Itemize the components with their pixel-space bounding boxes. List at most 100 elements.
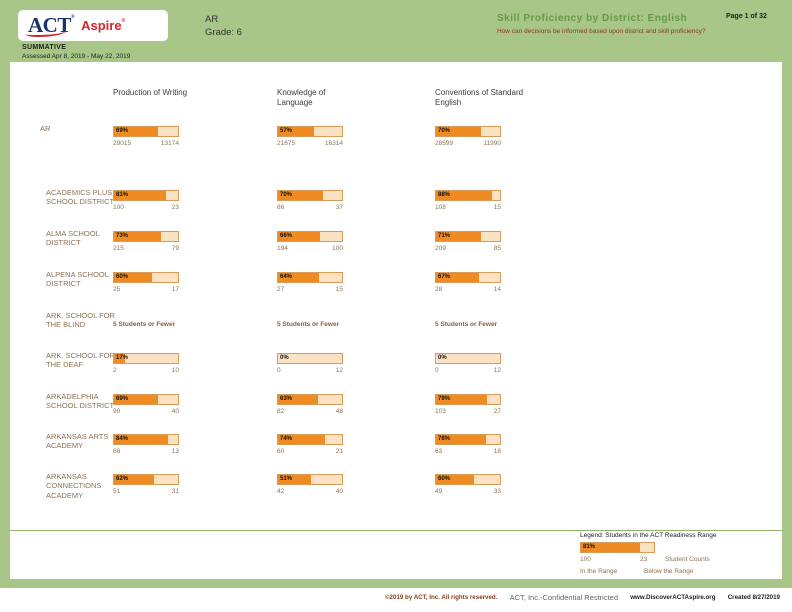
student-counts: 90 40 — [113, 408, 179, 415]
skill-cell: 69% 90 40 — [113, 394, 213, 415]
student-counts: 0 12 — [277, 367, 343, 374]
student-counts: 51 31 — [113, 488, 179, 495]
proficiency-percent: 0% — [280, 355, 289, 361]
aspire-logo-text: Aspire® — [81, 18, 126, 33]
student-counts: 28 14 — [435, 286, 501, 293]
grade-label: Grade: 6 — [205, 26, 242, 38]
proficiency-bar-fill — [114, 475, 154, 484]
proficiency-bar: 60% — [435, 474, 501, 485]
proficiency-percent: 88% — [438, 192, 451, 198]
below-range-count: 15 — [335, 286, 343, 293]
proficiency-percent: 84% — [116, 436, 129, 442]
summative-label: SUMMATIVE — [22, 44, 67, 51]
proficiency-bar-fill — [114, 273, 153, 282]
below-range-count: 15 — [493, 204, 501, 211]
below-range-count: 16314 — [324, 140, 343, 147]
right-border — [782, 62, 792, 588]
proficiency-percent: 60% — [116, 274, 129, 280]
skill-cell: 0% 0 12 — [435, 353, 535, 374]
proficiency-bar-fill — [278, 191, 323, 200]
proficiency-percent: 66% — [280, 233, 293, 239]
student-counts: 2 10 — [113, 367, 179, 374]
in-range-count: 103 — [435, 408, 446, 415]
proficiency-bar-fill — [278, 127, 315, 136]
student-counts: 100 23 — [113, 204, 179, 211]
proficiency-percent: 17% — [116, 355, 129, 361]
row-label: AR — [40, 124, 51, 133]
proficiency-bar: 51% — [277, 474, 343, 485]
below-range-count: 31 — [171, 488, 179, 495]
skill-cell: 63% 82 48 — [277, 394, 377, 415]
in-range-count: 28 — [435, 286, 443, 293]
below-range-count: 33 — [493, 488, 501, 495]
student-counts: 194 100 — [277, 245, 343, 252]
in-range-count: 25 — [113, 286, 121, 293]
page-number: Page 1 of 32 — [726, 13, 767, 20]
proficiency-bar-fill — [436, 273, 479, 282]
in-range-count: 28599 — [435, 140, 454, 147]
student-counts: 25 17 — [113, 286, 179, 293]
skill-cell: 73% 215 79 — [113, 231, 213, 252]
student-counts: 49 33 — [435, 488, 501, 495]
student-counts: 86 37 — [277, 204, 343, 211]
in-range-count: 0 — [277, 367, 281, 374]
in-range-count: 215 — [113, 245, 124, 252]
proficiency-bar: 71% — [435, 231, 501, 242]
student-counts: 63 18 — [435, 448, 501, 455]
proficiency-bar-fill — [278, 395, 319, 404]
logo-swoosh-icon — [26, 28, 66, 37]
skill-cell: 5 Students or Fewer — [113, 313, 213, 331]
proficiency-bar: 63% — [277, 394, 343, 405]
skill-cell: 64% 27 15 — [277, 272, 377, 293]
below-range-count: 21 — [335, 448, 343, 455]
report-subtitle: How can decisions be informed based upon… — [497, 28, 706, 35]
legend-in-count: 100 — [580, 556, 591, 563]
act-aspire-logo: ACT® Aspire® — [18, 10, 168, 41]
proficiency-bar-fill — [278, 232, 321, 241]
student-counts: 21675 16314 — [277, 140, 343, 147]
in-range-count: 2 — [113, 367, 117, 374]
proficiency-bar-fill — [436, 191, 493, 200]
assessed-date-range: Assessed Apr 8, 2019 - May 22, 2019 — [22, 53, 131, 60]
left-border — [0, 62, 10, 588]
skill-cell: 51% 42 40 — [277, 474, 377, 495]
student-counts: 108 15 — [435, 204, 501, 211]
skill-cell: 5 Students or Fewer — [277, 313, 377, 331]
in-range-count: 42 — [277, 488, 285, 495]
in-range-count: 49 — [435, 488, 443, 495]
proficiency-bar: 66% — [277, 231, 343, 242]
in-range-count: 100 — [113, 204, 124, 211]
skill-cell: 71% 209 85 — [435, 231, 535, 252]
skill-cell: 78% 63 18 — [435, 434, 535, 455]
proficiency-bar-fill — [114, 232, 161, 241]
state-label: AR — [205, 14, 219, 25]
row-label: ACADEMICS PLUS SCHOOL DISTRICT — [46, 188, 115, 207]
legend-bar-fill — [581, 543, 641, 552]
proficiency-bar-fill — [114, 435, 168, 444]
below-range-count: 79 — [171, 245, 179, 252]
skill-cell: 62% 51 31 — [113, 474, 213, 495]
proficiency-percent: 51% — [280, 476, 293, 482]
skill-cell: 66% 194 100 — [277, 231, 377, 252]
below-range-count: 12 — [335, 367, 343, 374]
below-range-count: 12 — [493, 367, 501, 374]
legend-below-count: 23 — [640, 556, 648, 563]
row-label: ARKADELPHIA SCHOOL DISTRICT — [46, 392, 115, 411]
proficiency-bar-fill — [436, 232, 482, 241]
below-range-count: 27 — [493, 408, 501, 415]
report-title: Skill Proficiency by District: English — [497, 13, 688, 24]
website-text: www.DiscoverACTAspire.org — [630, 594, 716, 601]
in-range-count: 29015 — [113, 140, 132, 147]
proficiency-percent: 64% — [280, 274, 293, 280]
act-logo-text: ACT® — [26, 13, 75, 37]
in-range-count: 68 — [113, 448, 121, 455]
copyright-text: ©2019 by ACT, Inc. All rights reserved. — [385, 594, 498, 601]
below-range-count: 37 — [335, 204, 343, 211]
skill-cell: 0% 0 12 — [277, 353, 377, 374]
below-range-count: 17 — [171, 286, 179, 293]
proficiency-percent: 0% — [438, 355, 447, 361]
proficiency-bar-fill — [278, 475, 311, 484]
proficiency-bar: 0% — [435, 353, 501, 364]
student-counts: 0 12 — [435, 367, 501, 374]
proficiency-percent: 74% — [280, 436, 293, 442]
